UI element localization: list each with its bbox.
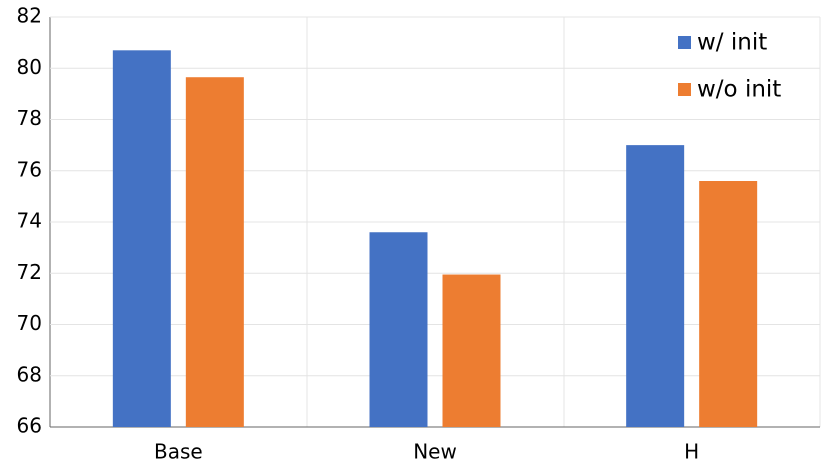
bar xyxy=(112,50,171,427)
y-tick-label: 80 xyxy=(17,55,42,79)
y-tick-label: 76 xyxy=(17,157,42,181)
y-tick-label: 66 xyxy=(17,414,42,438)
bar xyxy=(699,181,758,427)
bar xyxy=(369,232,428,427)
y-tick-label: 78 xyxy=(17,106,42,130)
y-tick-label: 68 xyxy=(17,362,42,386)
x-tick-label: Base xyxy=(154,440,203,464)
x-tick-label: H xyxy=(684,440,699,464)
x-tick-label: New xyxy=(413,440,457,464)
bar xyxy=(442,274,501,427)
y-tick-label: 74 xyxy=(17,209,42,233)
y-tick-label: 82 xyxy=(17,4,42,28)
y-tick-label: 70 xyxy=(17,311,42,335)
legend: w/ init w/o init xyxy=(678,30,781,103)
bar xyxy=(185,77,244,427)
legend-swatch xyxy=(678,83,691,96)
legend-label: w/o init xyxy=(697,77,781,103)
y-tick-label: 72 xyxy=(17,260,42,284)
legend-label: w/ init xyxy=(697,30,767,56)
legend-swatch xyxy=(678,36,691,49)
bar xyxy=(626,145,685,427)
